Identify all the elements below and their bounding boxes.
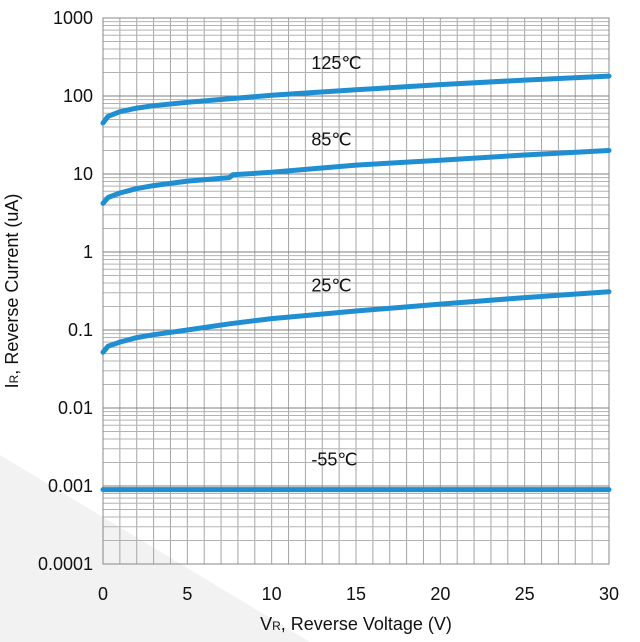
y-tick-label: 0.0001 — [38, 554, 93, 574]
y-tick-labels: 0.0001 0.001 0.01 0.1 1 10 100 1000 — [38, 8, 93, 574]
y-tick-label: 10 — [73, 164, 93, 184]
x-tick-label: 0 — [98, 584, 108, 604]
series-label-1: 85℃ — [311, 129, 351, 149]
y-tick-label: 0.01 — [58, 398, 93, 418]
x-axis-title-subscript: R — [272, 619, 281, 633]
x-axis-title-suffix: , Reverse Voltage (V) — [281, 614, 452, 634]
x-tick-label: 30 — [599, 584, 619, 604]
series-label-3: -55℃ — [311, 450, 357, 470]
x-axis-title: VR, Reverse Voltage (V) — [260, 614, 452, 634]
series-line-1 — [100, 148, 612, 206]
y-tick-label: 1000 — [53, 8, 93, 28]
y-axis-title-suffix: , Reverse Current (uA) — [2, 194, 22, 375]
series-group — [100, 73, 612, 493]
y-axis-title-subscript: R — [7, 374, 21, 383]
background-watermark-shape — [0, 455, 310, 642]
x-tick-labels: 0 5 10 15 20 25 30 — [98, 584, 619, 604]
grid — [103, 18, 609, 565]
y-tick-label: 1 — [83, 242, 93, 262]
x-tick-label: 10 — [262, 584, 282, 604]
y-tick-label: 0.001 — [48, 476, 93, 496]
y-axis-title: IR, Reverse Current (uA) — [2, 194, 22, 389]
x-tick-label: 20 — [430, 584, 450, 604]
x-tick-label: 25 — [515, 584, 535, 604]
y-axis-title-prefix: I — [2, 383, 22, 388]
x-tick-label: 5 — [182, 584, 192, 604]
series-line-0 — [100, 73, 612, 126]
series-label-2: 25℃ — [311, 276, 351, 296]
curve-labels: 125℃ 85℃ 25℃ -55℃ — [311, 53, 361, 469]
x-axis-title-prefix: V — [260, 614, 272, 634]
y-tick-label: 0.1 — [68, 320, 93, 340]
x-tick-label: 15 — [346, 584, 366, 604]
series-line-2 — [100, 289, 612, 355]
y-tick-label: 100 — [63, 86, 93, 106]
series-label-0: 125℃ — [311, 53, 361, 73]
